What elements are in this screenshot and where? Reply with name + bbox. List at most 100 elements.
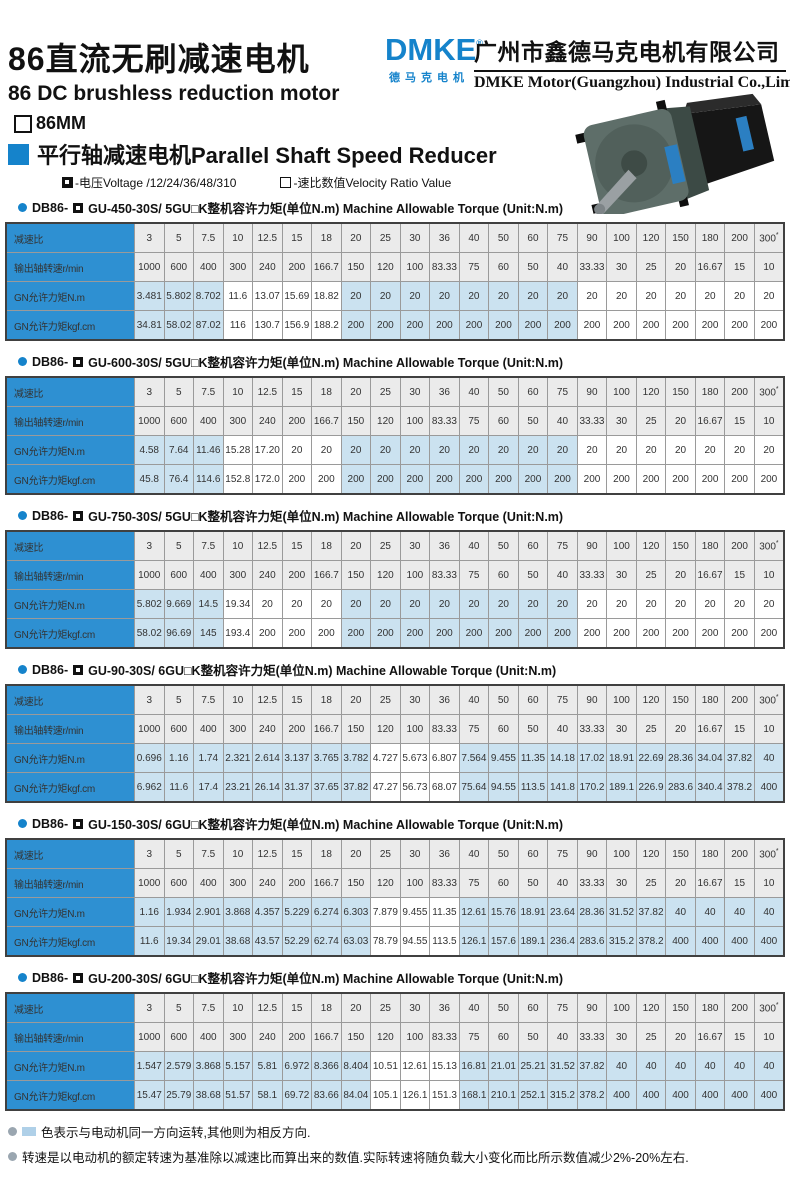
torque-kgf-cell: 76.4 — [163, 464, 195, 495]
torque-nm-cell: 2.614 — [252, 743, 283, 773]
ratio-cell: 300* — [753, 838, 785, 869]
footnote-speed-text: 转速是以电动机的额定转速为基准除以减速比而算出来的数值.实际转速将随负载大小变化… — [22, 1151, 689, 1165]
torque-kgf-cell: 200 — [753, 618, 785, 649]
section-header: 平行轴减速电机Parallel Shaft Speed Reducer — [8, 138, 497, 170]
torque-kgf-cell: 126.1 — [458, 926, 490, 957]
torque-nm-cell: 15.28 — [222, 435, 254, 465]
torque-nm-cell: 20 — [694, 281, 726, 311]
speed-cell: 40 — [547, 560, 578, 590]
speed-cell: 10 — [753, 560, 785, 590]
ratio-cell: 150 — [665, 838, 696, 869]
speed-cell: 600 — [163, 406, 195, 436]
ratio-cell: 3 — [134, 222, 165, 253]
torque-kgf-cell: 315.2 — [606, 926, 637, 957]
torque-nm-cell: 20 — [724, 435, 755, 465]
torque-table-block-150: DB86- GU-150-30S/ 6GU□K整机容许力矩(单位N.m) Mach… — [5, 814, 785, 957]
filled-square-icon — [73, 972, 84, 983]
ratio-cell: 120 — [635, 530, 667, 561]
torque-nm-cell: 20 — [429, 589, 460, 619]
torque-nm-cell: 40 — [665, 897, 696, 927]
row-label-torque-kgf: GN允许力矩kgf.cm — [5, 618, 135, 649]
torque-nm-cell: 20 — [399, 281, 431, 311]
torque-kgf-cell: 58.02 — [134, 618, 165, 649]
speed-cell: 60 — [488, 714, 519, 744]
torque-kgf-cell: 200 — [488, 310, 519, 341]
torque-nm-cell: 34.04 — [694, 743, 726, 773]
torque-nm-cell: 20 — [311, 589, 342, 619]
speed-cell: 16.67 — [694, 252, 726, 282]
torque-kgf-cell: 200 — [635, 464, 667, 495]
tables: DB86- GU-450-30S/ 5GU□K整机容许力矩(单位N.m) Mach… — [0, 198, 790, 1111]
torque-nm-cell: 21.01 — [488, 1051, 519, 1081]
torque-nm-cell: 20 — [458, 589, 490, 619]
speed-cell: 10 — [753, 1022, 785, 1052]
asterisk-mark: * — [775, 693, 779, 701]
ratio-cell: 10 — [222, 530, 254, 561]
filled-square-icon — [73, 818, 84, 829]
row-label-speed: 输出轴转速r/min — [5, 868, 135, 898]
torque-nm-cell: 20 — [429, 435, 460, 465]
torque-kgf-cell: 189.1 — [517, 926, 549, 957]
torque-kgf-cell: 200 — [576, 464, 608, 495]
torque-nm-cell: 20 — [488, 435, 519, 465]
ratio-cell: 7.5 — [193, 684, 224, 715]
speed-cell: 10 — [753, 252, 785, 282]
torque-nm-cell: 28.36 — [576, 897, 608, 927]
torque-nm-cell: 20 — [399, 435, 431, 465]
torque-kgf-cell: 200 — [694, 310, 726, 341]
torque-kgf-cell: 283.6 — [576, 926, 608, 957]
speed-cell: 83.33 — [429, 560, 460, 590]
ratio-cell: 180 — [694, 376, 726, 407]
speed-cell: 25 — [635, 560, 667, 590]
torque-kgf-cell: 96.69 — [163, 618, 195, 649]
ratio-cell: 75 — [547, 530, 578, 561]
torque-kgf-cell: 189.1 — [606, 772, 637, 803]
ratio-cell: 75 — [547, 684, 578, 715]
torque-nm-cell: 8.702 — [193, 281, 224, 311]
torque-kgf-cell: 63.03 — [340, 926, 372, 957]
speed-cell: 120 — [370, 560, 401, 590]
torque-nm-cell: 40 — [635, 1051, 667, 1081]
torque-kgf-cell: 400 — [753, 772, 785, 803]
ratio-cell: 3 — [134, 838, 165, 869]
ratio-cell: 100 — [606, 376, 637, 407]
ratio-cell: 3 — [134, 992, 165, 1023]
highlight-color-swatch — [22, 1127, 36, 1136]
ratio-cell: 100 — [606, 838, 637, 869]
speed-cell: 40 — [547, 1022, 578, 1052]
torque-nm-cell: 4.727 — [370, 743, 401, 773]
row-label-speed: 输出轴转速r/min — [5, 252, 135, 282]
torque-nm-cell: 6.274 — [311, 897, 342, 927]
speed-cell: 33.33 — [576, 252, 608, 282]
torque-kgf-cell: 200 — [488, 618, 519, 649]
torque-nm-cell: 18.91 — [517, 897, 549, 927]
torque-kgf-cell: 11.6 — [163, 772, 195, 803]
motor-photo — [572, 92, 786, 219]
filled-square-icon — [73, 356, 84, 367]
torque-nm-cell: 20 — [370, 435, 401, 465]
torque-nm-cell: 20 — [635, 589, 667, 619]
speed-cell: 300 — [222, 252, 254, 282]
ratio-cell: 75 — [547, 376, 578, 407]
speed-cell: 25 — [635, 406, 667, 436]
torque-kgf-cell: 200 — [458, 618, 490, 649]
row-label-ratio: 减速比 — [5, 222, 135, 253]
row-label-speed: 输出轴转速r/min — [5, 1022, 135, 1052]
torque-nm-cell: 15.13 — [429, 1051, 460, 1081]
torque-kgf-cell: 400 — [694, 1080, 726, 1111]
speed-cell: 240 — [252, 714, 283, 744]
torque-nm-cell: 40 — [724, 897, 755, 927]
torque-kgf-cell: 31.37 — [281, 772, 313, 803]
table-title-text: GU-90-30S/ 6GU□K整机容许力矩(单位N.m) Machine Al… — [88, 664, 557, 678]
torque-nm-cell: 7.879 — [370, 897, 401, 927]
model-prefix: DB86- — [32, 816, 69, 831]
ratio-cell: 50 — [488, 530, 519, 561]
ratio-cell: 25 — [370, 376, 401, 407]
ratio-cell: 30 — [399, 530, 431, 561]
ratio-cell: 40 — [458, 992, 490, 1023]
torque-kgf-cell: 113.5 — [517, 772, 549, 803]
torque-kgf-cell: 69.72 — [281, 1080, 313, 1111]
torque-nm-cell: 31.52 — [606, 897, 637, 927]
ratio-cell: 20 — [340, 992, 372, 1023]
torque-kgf-cell: 58.1 — [252, 1080, 283, 1111]
